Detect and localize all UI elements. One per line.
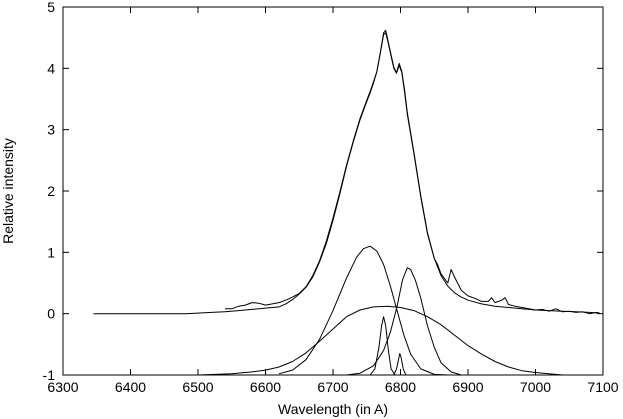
- series-group: [93, 29, 600, 376]
- plot-frame: [62, 6, 604, 376]
- x-axis-label: Wavelength (in A): [278, 401, 388, 417]
- x-tick-label: 6400: [115, 379, 146, 395]
- series-line-component-red: [346, 267, 462, 376]
- series-line-component-blue: [278, 245, 448, 376]
- x-tick-label: 6600: [250, 379, 281, 395]
- y-tick-label: 4: [47, 60, 55, 76]
- series-line-total-fit: [93, 32, 600, 315]
- series-line-component-narrow-2: [393, 353, 407, 376]
- axis-ticks: [62, 6, 604, 376]
- x-tick-label: 6700: [317, 379, 348, 395]
- y-tick-label: 2: [47, 183, 55, 199]
- x-tick-label: 6800: [385, 379, 416, 395]
- y-axis-label: Relative intensity: [0, 138, 16, 244]
- y-tick-label: -1: [43, 367, 56, 383]
- y-tick-label: 0: [47, 306, 55, 322]
- y-tick-label: 1: [47, 244, 55, 260]
- series-line-observed-spectrum: [225, 29, 600, 315]
- x-tick-label: 7000: [520, 379, 551, 395]
- series-line-component-narrow-1: [369, 316, 396, 376]
- y-tick-label: 5: [47, 0, 55, 15]
- x-tick-label: 6500: [182, 379, 213, 395]
- axis-tick-labels: 6300 6400 6500 6600 6700 6800 6900 7000 7100 -1 0 1…: [43, 0, 619, 395]
- x-tick-label: 7100: [587, 379, 618, 395]
- y-tick-label: 3: [47, 122, 55, 138]
- x-tick-label: 6900: [452, 379, 483, 395]
- x-tick-label: 6300: [47, 379, 78, 395]
- series-line-component-broad: [197, 305, 563, 376]
